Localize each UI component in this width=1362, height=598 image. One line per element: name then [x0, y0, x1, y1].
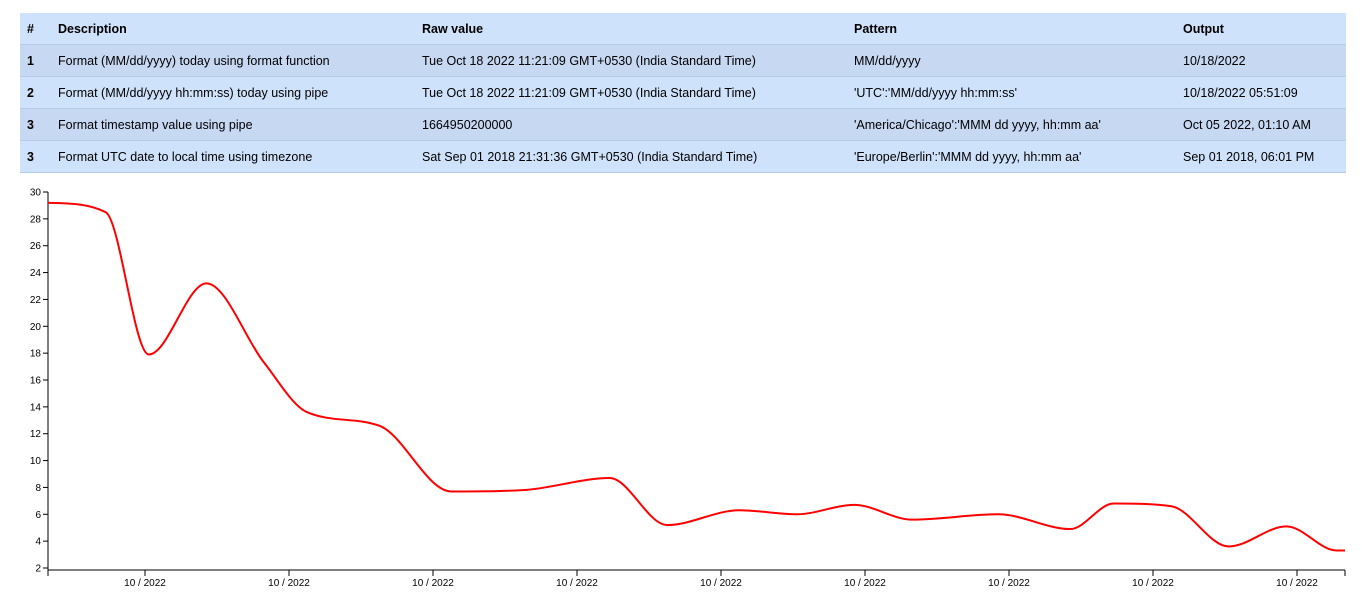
- y-tick-label: 18: [30, 349, 42, 360]
- row-index: 2: [20, 76, 51, 109]
- y-tick-label: 30: [30, 188, 42, 199]
- col-header-index: #: [20, 13, 51, 45]
- x-tick-label: 10 / 2022: [988, 578, 1030, 589]
- y-tick-label: 14: [30, 402, 42, 413]
- y-tick-label: 24: [30, 268, 42, 279]
- row-pattern: 'Europe/Berlin':'MMM dd yyyy, hh:mm aa': [847, 140, 1176, 173]
- table-row: 2 Format (MM/dd/yyyy hh:mm:ss) today usi…: [20, 76, 1346, 109]
- x-tick-label: 10 / 2022: [268, 578, 310, 589]
- row-output: 10/18/2022: [1176, 44, 1346, 77]
- x-tick-label: 10 / 2022: [556, 578, 598, 589]
- table-row: 1 Format (MM/dd/yyyy) today using format…: [20, 44, 1346, 77]
- y-tick-label: 6: [35, 510, 41, 521]
- row-raw-value: Sat Sep 01 2018 21:31:36 GMT+0530 (India…: [415, 140, 847, 173]
- series-line: [47, 201, 1345, 552]
- row-raw-value: Tue Oct 18 2022 11:21:09 GMT+0530 (India…: [415, 76, 847, 109]
- x-tick-label: 10 / 2022: [124, 578, 166, 589]
- x-tick-label: 10 / 2022: [412, 578, 454, 589]
- x-tick-label: 10 / 2022: [844, 578, 886, 589]
- row-description: Format UTC date to local time using time…: [51, 140, 415, 173]
- row-raw-value: Tue Oct 18 2022 11:21:09 GMT+0530 (India…: [415, 44, 847, 77]
- col-header-raw-value: Raw value: [415, 13, 847, 45]
- row-description: Format timestamp value using pipe: [51, 108, 415, 141]
- row-output: Oct 05 2022, 01:10 AM: [1176, 108, 1346, 141]
- col-header-description: Description: [51, 13, 415, 45]
- y-tick-label: 2: [35, 564, 41, 575]
- row-index: 3: [20, 140, 51, 173]
- row-index: 1: [20, 44, 51, 77]
- x-tick-label: 10 / 2022: [1276, 578, 1318, 589]
- table-header-row: # Description Raw value Pattern Output: [20, 13, 1346, 45]
- y-tick-label: 28: [30, 214, 42, 225]
- col-header-output: Output: [1176, 13, 1346, 45]
- row-pattern: 'UTC':'MM/dd/yyyy hh:mm:ss': [847, 76, 1176, 109]
- row-output: 10/18/2022 05:51:09: [1176, 76, 1346, 109]
- x-tick-label: 10 / 2022: [700, 578, 742, 589]
- table-row: 3 Format timestamp value using pipe 1664…: [20, 108, 1346, 141]
- x-axis: 10 / 2022 10 / 2022 10 / 2022 10 / 2022 10 /…: [47, 569, 1346, 589]
- y-tick-label: 20: [30, 322, 42, 333]
- row-pattern: MM/dd/yyyy: [847, 44, 1176, 77]
- y-tick-label: 4: [35, 537, 41, 548]
- y-tick-label: 22: [30, 295, 42, 306]
- y-tick-label: 10: [30, 456, 42, 467]
- y-tick-label: 26: [30, 241, 42, 252]
- y-tick-label: 8: [35, 483, 41, 494]
- row-description: Format (MM/dd/yyyy hh:mm:ss) today using…: [51, 76, 415, 109]
- row-pattern: 'America/Chicago':'MMM dd yyyy, hh:mm aa…: [847, 108, 1176, 141]
- row-description: Format (MM/dd/yyyy) today using format f…: [51, 44, 415, 77]
- y-tick-label: 16: [30, 376, 42, 387]
- col-header-pattern: Pattern: [847, 13, 1176, 45]
- y-tick-label: 12: [30, 429, 42, 440]
- x-tick-label: 10 / 2022: [1132, 578, 1174, 589]
- table-row: 3 Format UTC date to local time using ti…: [20, 140, 1346, 173]
- row-output: Sep 01 2018, 06:01 PM: [1176, 140, 1346, 173]
- date-format-table: # Description Raw value Pattern Output 1…: [20, 13, 1346, 173]
- row-raw-value: 1664950200000: [415, 108, 847, 141]
- row-index: 3: [20, 108, 51, 141]
